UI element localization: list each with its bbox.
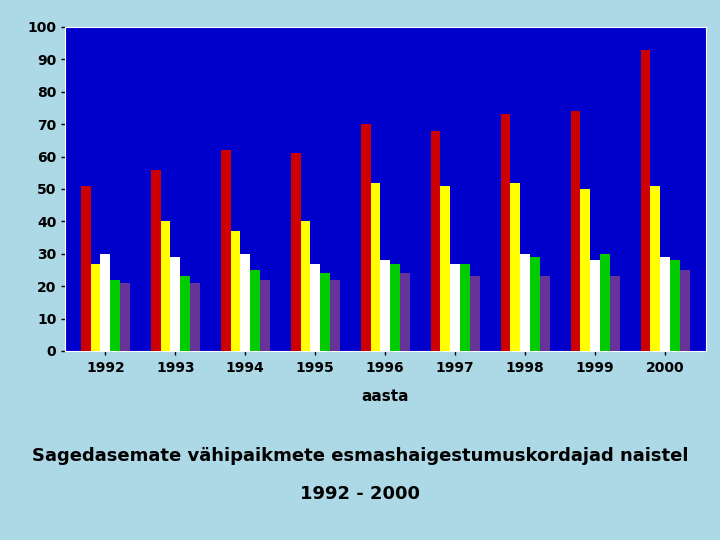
Text: 1992 - 2000: 1992 - 2000: [300, 485, 420, 503]
Bar: [161, 221, 171, 351]
Bar: [330, 280, 340, 351]
Bar: [521, 254, 530, 351]
Bar: [650, 186, 660, 351]
Bar: [361, 124, 371, 351]
Bar: [580, 189, 590, 351]
Bar: [510, 183, 521, 351]
Bar: [320, 273, 330, 351]
Text: Sagedasemate vähipaikmete esmashaigestumuskordajad naistel: Sagedasemate vähipaikmete esmashaigestum…: [32, 447, 688, 465]
Bar: [180, 276, 190, 351]
Bar: [460, 264, 470, 351]
Bar: [300, 221, 310, 351]
Bar: [151, 170, 161, 351]
Bar: [110, 280, 120, 351]
Bar: [81, 186, 91, 351]
Bar: [431, 131, 441, 351]
Bar: [380, 260, 390, 351]
Bar: [101, 254, 110, 351]
Bar: [190, 283, 200, 351]
Bar: [310, 264, 320, 351]
Bar: [120, 283, 130, 351]
Bar: [260, 280, 270, 351]
Bar: [590, 260, 600, 351]
Bar: [610, 276, 619, 351]
Bar: [500, 114, 510, 351]
Bar: [680, 270, 690, 351]
Bar: [540, 276, 549, 351]
Bar: [91, 264, 101, 351]
Bar: [250, 270, 260, 351]
Bar: [660, 257, 670, 351]
Bar: [470, 276, 480, 351]
Bar: [641, 50, 650, 351]
Bar: [291, 153, 300, 351]
Bar: [670, 260, 680, 351]
Bar: [530, 257, 540, 351]
Bar: [240, 254, 250, 351]
Bar: [230, 231, 240, 351]
Bar: [171, 257, 180, 351]
Bar: [221, 150, 230, 351]
Bar: [570, 111, 580, 351]
Bar: [400, 273, 410, 351]
Bar: [450, 264, 460, 351]
Bar: [371, 183, 380, 351]
Bar: [441, 186, 450, 351]
Bar: [390, 264, 400, 351]
Bar: [600, 254, 610, 351]
Text: aasta: aasta: [361, 389, 409, 404]
